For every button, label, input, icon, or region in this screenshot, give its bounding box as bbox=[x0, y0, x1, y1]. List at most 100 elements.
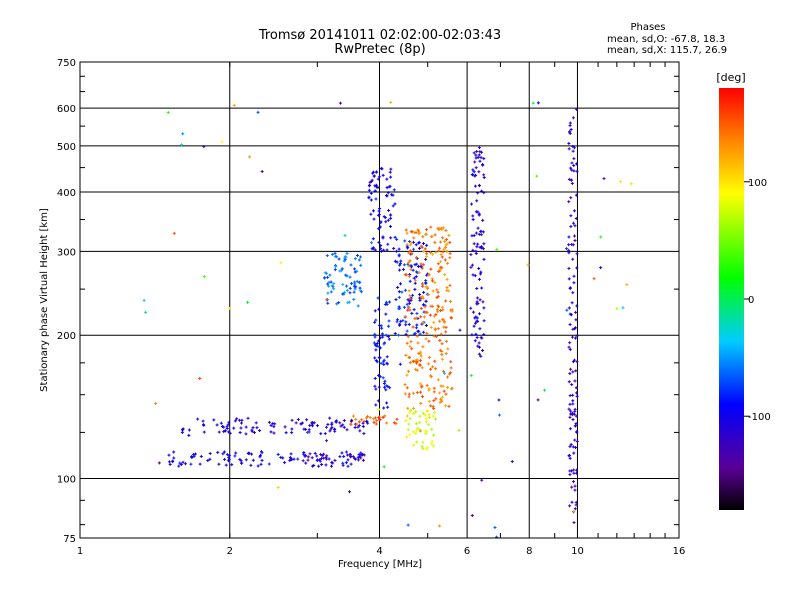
data-point bbox=[445, 242, 449, 246]
data-point bbox=[424, 417, 428, 421]
data-point bbox=[449, 316, 453, 320]
data-point bbox=[592, 277, 596, 281]
data-point bbox=[225, 453, 229, 457]
data-point bbox=[345, 251, 349, 255]
data-point bbox=[573, 224, 577, 228]
data-point bbox=[330, 252, 334, 256]
data-point bbox=[535, 174, 539, 178]
data-point bbox=[417, 265, 421, 269]
data-point bbox=[388, 213, 392, 217]
data-point bbox=[472, 170, 476, 174]
data-point bbox=[406, 369, 410, 373]
data-point bbox=[440, 255, 444, 259]
data-point bbox=[327, 457, 331, 461]
data-point bbox=[378, 207, 382, 211]
data-point bbox=[259, 450, 263, 454]
data-point bbox=[475, 245, 479, 249]
y-tick-label: 200 bbox=[57, 331, 76, 342]
data-point bbox=[381, 236, 385, 240]
data-point bbox=[157, 461, 161, 465]
data-point bbox=[366, 414, 370, 418]
data-point bbox=[346, 464, 350, 468]
data-point bbox=[404, 419, 408, 423]
data-point bbox=[260, 170, 264, 174]
data-point bbox=[366, 421, 370, 425]
data-point bbox=[458, 328, 462, 332]
data-point bbox=[355, 279, 359, 283]
data-point bbox=[325, 454, 329, 458]
data-point bbox=[571, 257, 575, 261]
data-point bbox=[414, 243, 418, 247]
data-point bbox=[470, 263, 474, 267]
data-point bbox=[386, 191, 390, 195]
data-point bbox=[341, 461, 345, 465]
data-point bbox=[377, 323, 381, 327]
data-point bbox=[444, 339, 448, 343]
data-point bbox=[407, 264, 411, 268]
data-point bbox=[572, 274, 576, 278]
data-point bbox=[419, 245, 423, 249]
data-point bbox=[405, 435, 409, 439]
data-point bbox=[427, 413, 431, 417]
plot-frame bbox=[79, 61, 680, 539]
data-point bbox=[568, 504, 572, 508]
data-point bbox=[359, 263, 363, 267]
data-point bbox=[405, 373, 409, 377]
data-point bbox=[272, 431, 276, 435]
data-point bbox=[441, 308, 445, 312]
data-point bbox=[238, 431, 242, 435]
data-point bbox=[414, 422, 418, 426]
colorbar-tick-label: 100 bbox=[748, 178, 767, 189]
data-point bbox=[474, 153, 478, 157]
data-point bbox=[388, 300, 392, 304]
data-point bbox=[413, 278, 417, 282]
data-point bbox=[493, 526, 497, 530]
data-point bbox=[429, 267, 433, 271]
data-point bbox=[346, 458, 350, 462]
data-point bbox=[358, 255, 362, 259]
data-point bbox=[374, 318, 378, 322]
data-point bbox=[221, 452, 225, 456]
data-point bbox=[247, 451, 251, 455]
data-point bbox=[255, 426, 259, 430]
data-point bbox=[407, 322, 411, 326]
data-point bbox=[347, 490, 351, 494]
data-point bbox=[201, 419, 205, 423]
data-point bbox=[392, 421, 396, 425]
data-point bbox=[482, 176, 486, 180]
data-point bbox=[473, 174, 477, 178]
data-point bbox=[333, 251, 337, 255]
data-point bbox=[526, 263, 530, 267]
data-point bbox=[568, 427, 572, 431]
data-point bbox=[342, 419, 346, 423]
data-point bbox=[377, 408, 381, 412]
data-point bbox=[348, 275, 352, 279]
data-point bbox=[345, 288, 349, 292]
data-point bbox=[433, 240, 437, 244]
data-point bbox=[436, 262, 440, 266]
data-point bbox=[418, 420, 422, 424]
data-point bbox=[418, 332, 422, 336]
data-point bbox=[377, 307, 381, 311]
data-point bbox=[432, 433, 436, 437]
data-point bbox=[473, 339, 477, 343]
data-point bbox=[445, 286, 449, 290]
data-point bbox=[246, 300, 250, 304]
data-point bbox=[441, 236, 445, 240]
data-point bbox=[449, 299, 453, 303]
data-point bbox=[353, 270, 357, 274]
colorbar-label: [deg] bbox=[716, 71, 745, 84]
data-point bbox=[567, 141, 571, 145]
data-point bbox=[424, 299, 428, 303]
data-point bbox=[324, 463, 328, 467]
data-point bbox=[432, 399, 436, 403]
data-point bbox=[415, 368, 419, 372]
data-point bbox=[431, 279, 435, 283]
data-point bbox=[568, 121, 572, 125]
data-point bbox=[239, 421, 243, 425]
data-point bbox=[443, 258, 447, 262]
data-point bbox=[438, 400, 442, 404]
data-point bbox=[382, 406, 386, 410]
data-point bbox=[480, 150, 484, 154]
data-point bbox=[340, 267, 344, 271]
